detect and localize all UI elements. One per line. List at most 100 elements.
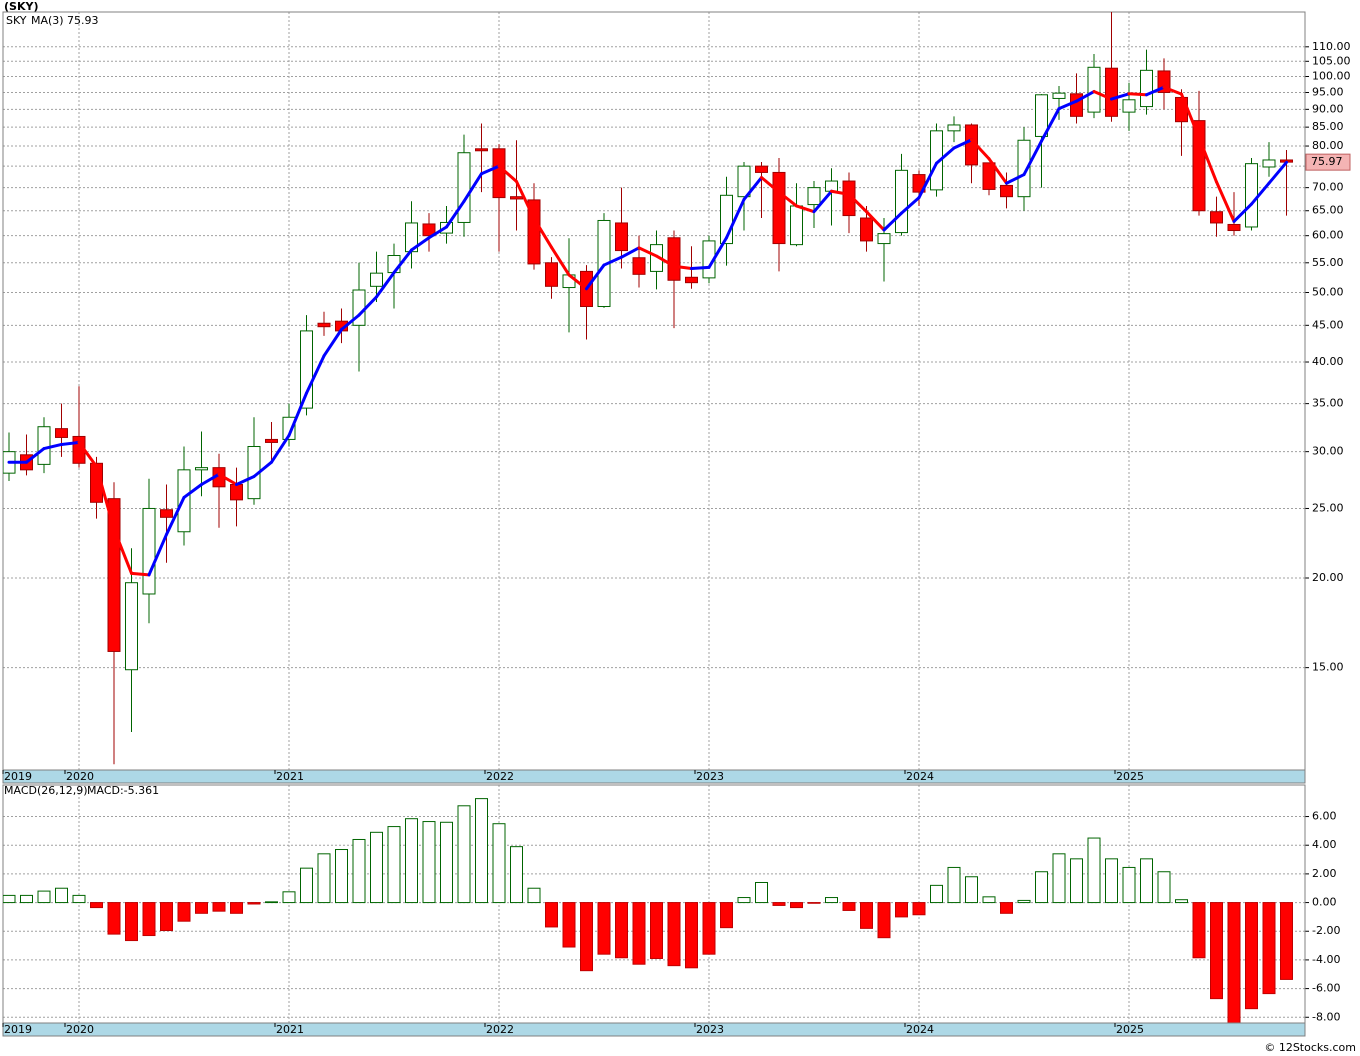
macd-bar <box>1087 837 1101 904</box>
ma-line-segment <box>1092 90 1113 101</box>
ma-line-segment <box>882 211 903 232</box>
macd-bar <box>1000 902 1013 914</box>
y-tick-label: 95.00 <box>1312 85 1344 98</box>
macd-bar <box>1070 858 1083 904</box>
x-tick-label: 2023 <box>696 770 724 783</box>
candle-body <box>632 257 646 275</box>
y-tick-label: 35.00 <box>1312 397 1344 410</box>
candle-body <box>527 199 541 265</box>
macd-bar <box>195 902 208 914</box>
candle-body <box>685 276 698 284</box>
macd-bar <box>737 897 751 904</box>
ma-line-segment <box>322 327 343 358</box>
macd-bar <box>1245 902 1258 1010</box>
y-tick-label: 45.00 <box>1312 318 1344 331</box>
candle-body <box>737 165 751 198</box>
ma-line-segment <box>1197 136 1218 184</box>
macd-bar <box>475 798 488 904</box>
ma-line-segment <box>112 527 133 575</box>
y-tick-label: -6.00 <box>1312 982 1340 995</box>
ma-line-segment <box>130 571 151 577</box>
macd-bar <box>860 902 873 929</box>
macd-bar <box>247 902 261 905</box>
ma-line-segment <box>270 433 291 464</box>
macd-bar <box>422 821 436 904</box>
ma-line-segment <box>865 210 886 232</box>
x-tick-label: 2021 <box>276 1023 304 1036</box>
ma-line-segment <box>1127 92 1148 97</box>
ma-line-segment <box>690 265 711 271</box>
macd-bar <box>1175 899 1188 904</box>
footer: © 12Stocks.com <box>1264 1041 1356 1054</box>
candle-body <box>947 124 961 132</box>
y-tick-label: 80.00 <box>1312 139 1344 152</box>
candle-body <box>475 148 488 152</box>
candle-body <box>195 467 208 471</box>
ma-line-segment <box>1075 90 1096 103</box>
y-tick-label: 50.00 <box>1312 285 1344 298</box>
ma-line-segment <box>935 146 956 165</box>
y-tick-label: 110.00 <box>1312 40 1351 53</box>
macd-bar <box>895 902 908 918</box>
macd-bar <box>510 846 523 904</box>
ma-line-segment <box>497 164 518 183</box>
macd-bar <box>1262 902 1276 995</box>
ma-line-segment <box>900 196 921 215</box>
ma-line-segment <box>25 447 46 464</box>
macd-bar <box>300 867 313 904</box>
ma-line-segment <box>1005 173 1026 185</box>
macd-bar <box>492 823 506 904</box>
candle-body <box>265 438 278 443</box>
candle-body <box>1000 184 1013 198</box>
candle-body <box>492 148 506 199</box>
ma-line-segment <box>235 475 256 486</box>
ma-line-segment <box>427 225 448 240</box>
macd-bar <box>282 891 296 904</box>
date-strip <box>2 1022 1306 1037</box>
ma-line-segment <box>357 295 378 317</box>
y-tick-label: 4.00 <box>1312 838 1337 851</box>
macd-bar <box>947 866 961 904</box>
ma-line-segment <box>95 465 116 531</box>
ma-line-segment <box>445 199 466 229</box>
macd-bar <box>702 902 716 955</box>
ma-line-segment <box>305 354 326 395</box>
macd-bar <box>685 902 698 969</box>
macd-bar <box>1210 902 1223 1000</box>
legend-symbol: SKY <box>6 14 27 27</box>
ma-line-segment <box>340 313 361 331</box>
ma-line-segment <box>1110 92 1131 101</box>
macd-bar <box>177 902 191 922</box>
ma-line-segment <box>917 161 938 200</box>
plot-area <box>3 12 1293 765</box>
macd-bar <box>160 902 173 932</box>
x-tick-label: 2024 <box>906 1023 934 1036</box>
macd-bar <box>125 902 138 942</box>
ma-line-segment <box>182 482 203 499</box>
y-tick-label: 2.00 <box>1312 867 1337 880</box>
candle-body <box>877 233 891 245</box>
ma-line-segment <box>655 254 676 268</box>
candle-body <box>387 255 401 274</box>
ma-line-segment <box>1022 139 1043 177</box>
macd-bar <box>230 902 243 914</box>
x-tick-label: 2022 <box>486 1023 514 1036</box>
ma-line-segment <box>1267 160 1288 185</box>
ma-line-segment <box>165 495 186 536</box>
candle-body <box>1262 159 1276 168</box>
x-tick-label: 2021 <box>276 770 304 783</box>
ma-line-segment <box>252 460 273 479</box>
candle-body <box>982 162 996 190</box>
ma-line-segment <box>1232 202 1253 223</box>
candle-body <box>615 222 628 252</box>
x-tick-label: 2023 <box>696 1023 724 1036</box>
ma-line-segment <box>970 138 991 161</box>
macd-bar <box>1122 866 1136 904</box>
candle-body <box>1017 139 1031 198</box>
candle-body <box>370 272 383 287</box>
candle-body <box>860 217 873 242</box>
ma-line-segment <box>480 164 501 176</box>
ma-line-segment <box>987 157 1008 185</box>
y-tick-label: -2.00 <box>1312 924 1340 937</box>
